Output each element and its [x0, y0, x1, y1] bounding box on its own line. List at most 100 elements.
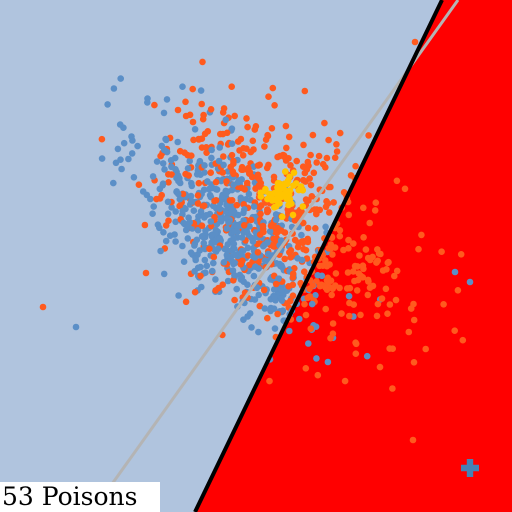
data-point: [248, 173, 256, 181]
data-point: [198, 135, 206, 142]
data-point: [198, 233, 206, 240]
data-point: [287, 162, 294, 169]
data-point: [302, 246, 310, 254]
data-point: [222, 116, 230, 124]
data-point: [322, 257, 329, 264]
data-point: [198, 100, 205, 108]
data-point: [240, 222, 248, 229]
data-point: [190, 136, 197, 144]
data-point: [285, 133, 293, 141]
data-point: [223, 251, 231, 259]
data-point: [259, 222, 267, 230]
data-point: [207, 218, 215, 225]
data-point: [352, 162, 359, 170]
data-point: [216, 205, 224, 213]
data-point: [270, 305, 278, 313]
data-point: [391, 272, 398, 280]
data-point: [286, 327, 293, 335]
data-point: [256, 302, 264, 310]
data-point: [254, 249, 262, 256]
data-point: [217, 216, 225, 223]
data-point: [308, 300, 316, 308]
data-point: [365, 132, 372, 139]
data-point: [220, 259, 228, 266]
data-point: [459, 336, 467, 344]
data-point: [243, 227, 250, 235]
data-point: [195, 179, 203, 187]
data-point: [298, 256, 306, 264]
data-point: [274, 310, 281, 318]
data-point: [232, 251, 239, 259]
data-point: [224, 203, 232, 211]
data-point: [255, 328, 262, 336]
data-point: [316, 206, 324, 214]
data-point: [329, 285, 337, 293]
data-point: [279, 307, 287, 315]
data-point: [158, 191, 165, 199]
data-point: [212, 178, 220, 186]
data-point: [117, 75, 124, 82]
data-point: [300, 176, 307, 184]
data-point: [182, 298, 190, 306]
data-point: [308, 193, 316, 200]
poison-point: [276, 180, 283, 187]
data-point: [201, 169, 208, 176]
data-point: [156, 224, 163, 232]
data-point: [244, 123, 251, 131]
data-point: [277, 262, 284, 270]
data-point: [230, 277, 237, 284]
data-point: [410, 316, 418, 324]
data-point: [312, 225, 319, 232]
poison-point: [286, 187, 294, 194]
data-point: [322, 164, 329, 171]
data-point: [340, 246, 347, 254]
data-point: [384, 310, 391, 318]
data-point: [216, 234, 223, 242]
data-point: [341, 377, 349, 385]
data-point: [376, 363, 384, 371]
data-point: [346, 312, 353, 320]
data-point: [174, 138, 181, 146]
data-point: [366, 219, 374, 227]
data-point: [238, 234, 246, 241]
data-point: [114, 145, 122, 153]
data-point: [312, 323, 320, 331]
data-point: [255, 265, 262, 272]
data-point: [386, 301, 394, 308]
data-point: [291, 236, 299, 244]
data-point: [224, 241, 232, 248]
data-point: [110, 85, 118, 92]
data-point: [293, 157, 301, 165]
data-point: [184, 235, 192, 242]
data-point: [289, 292, 297, 300]
data-point: [366, 284, 374, 292]
data-point: [328, 291, 336, 299]
data-point: [188, 182, 196, 190]
data-point: [188, 152, 195, 159]
data-point: [329, 320, 337, 327]
data-point: [194, 192, 202, 199]
data-point: [270, 286, 278, 293]
data-point: [264, 239, 271, 246]
data-point: [175, 177, 182, 185]
data-point: [197, 87, 205, 94]
data-point: [158, 142, 166, 150]
data-point: [212, 276, 219, 283]
data-point: [323, 154, 331, 162]
data-point: [377, 250, 384, 258]
data-point: [393, 267, 401, 275]
data-point: [272, 211, 280, 218]
data-point: [237, 135, 245, 143]
data-point: [325, 136, 332, 144]
data-point: [284, 300, 291, 307]
data-point: [346, 284, 354, 292]
data-point: [254, 171, 262, 179]
data-point: [310, 169, 318, 177]
data-point: [165, 179, 172, 186]
data-point: [274, 224, 282, 232]
data-point: [187, 249, 195, 256]
data-point: [345, 211, 353, 219]
data-point: [197, 263, 204, 271]
data-point: [411, 38, 419, 46]
poison-point: [295, 186, 303, 194]
